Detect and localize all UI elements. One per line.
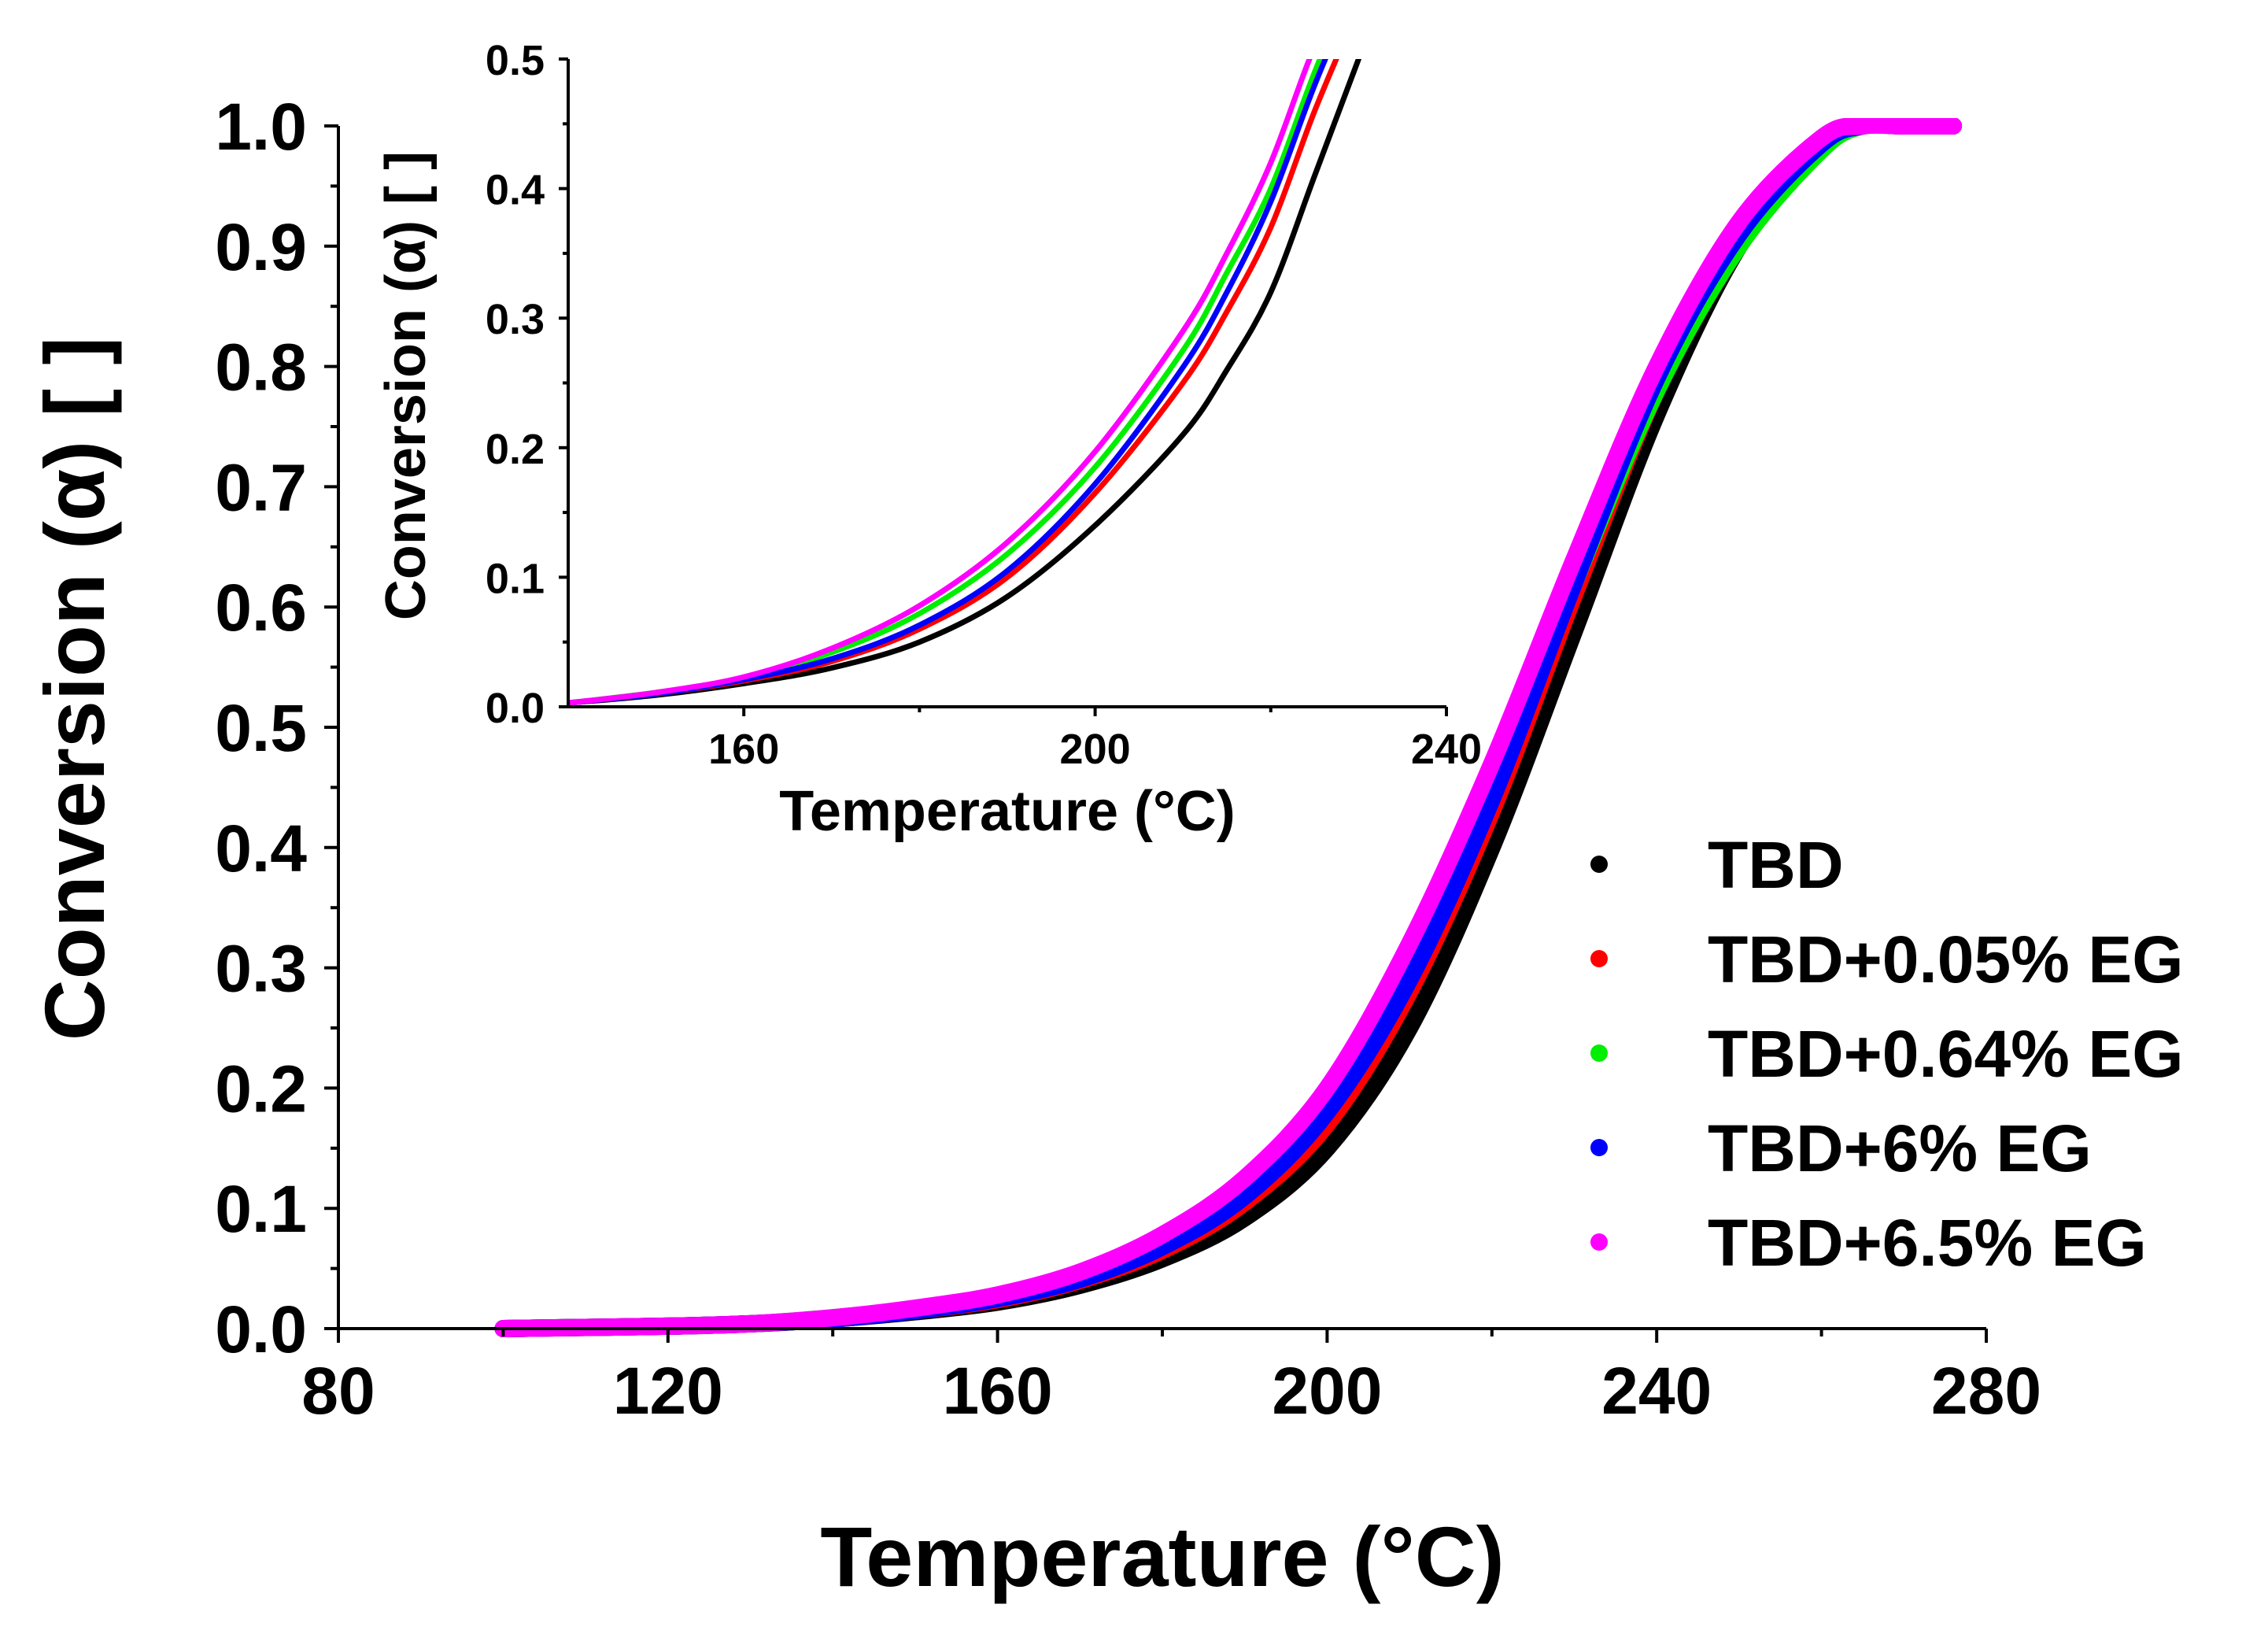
- main-y-tick-label: 0.5: [215, 691, 307, 765]
- inset-x-tick-labels: 160 200 240: [708, 726, 1482, 773]
- inset-y-tick-label: 0.0: [486, 685, 545, 732]
- main-y-tick-label: 1.0: [215, 90, 307, 164]
- main-y-tick-label: 0.2: [215, 1052, 307, 1126]
- inset-y-axis-label: Conversion (α) [ ]: [375, 151, 438, 620]
- main-x-axis-label: Temperature (°C): [820, 1509, 1504, 1604]
- legend: TBD TBD+0.05% EG TBD+0.64% EG TBD+6% EG TBD+…: [1590, 828, 2184, 1280]
- inset-x-tick-label: 240: [1411, 726, 1482, 773]
- legend-label-1: TBD+0.05% EG: [1708, 922, 2184, 996]
- legend-marker-1: [1590, 950, 1608, 967]
- legend-label-0: TBD: [1708, 828, 1844, 902]
- legend-label-2: TBD+0.64% EG: [1708, 1017, 2184, 1091]
- main-x-tick-label: 120: [613, 1354, 723, 1428]
- main-y-tick-label: 0.3: [215, 932, 307, 1006]
- main-series-group: [494, 118, 1963, 1337]
- legend-marker-2: [1590, 1044, 1608, 1062]
- main-x-tick-labels: 80 120 160 200 240 280: [301, 1354, 2041, 1428]
- inset-y-tick-label: 0.2: [486, 426, 545, 473]
- legend-label-3: TBD+6% EG: [1708, 1111, 2092, 1185]
- main-ticks: [324, 124, 1988, 1343]
- main-x-tick-label: 80: [301, 1354, 375, 1428]
- inset-y-tick-label: 0.5: [486, 37, 545, 84]
- inset-y-tick-labels: 0.0 0.1 0.2 0.3 0.4 0.5: [486, 37, 545, 732]
- inset-y-tick-label: 0.1: [486, 555, 545, 602]
- main-x-tick-label: 240: [1601, 1354, 1712, 1428]
- main-y-tick-label: 0.8: [215, 331, 307, 405]
- main-x-tick-label: 160: [943, 1354, 1053, 1428]
- main-series-line-4: [494, 118, 1963, 1337]
- inset-y-tick-label: 0.3: [486, 296, 545, 343]
- main-y-tick-label: 0.6: [215, 571, 307, 645]
- inset-y-tick-label: 0.4: [486, 167, 545, 214]
- main-y-tick-label: 0.1: [215, 1172, 307, 1246]
- inset-x-axis-label: Temperature (°C): [779, 780, 1236, 843]
- main-y-tick-labels: 0.0 0.1 0.2 0.3 0.4 0.5 0.6 0.7 0.8 0.9 1.0: [215, 90, 307, 1366]
- main-y-tick-label: 0.9: [215, 210, 307, 284]
- inset-chart: 160 200 240 0.0 0.1 0.2 0.3 0.4 0.5 Temperature…: [375, 37, 1482, 843]
- inset-x-tick-label: 200: [1060, 726, 1131, 773]
- legend-marker-4: [1590, 1233, 1608, 1251]
- main-y-tick-label: 0.7: [215, 450, 307, 524]
- inset-series-line-4: [567, 59, 1313, 706]
- main-y-axis-label: Conversion (α) [ ]: [27, 337, 122, 1041]
- main-y-tick-label: 0.4: [215, 811, 307, 885]
- main-x-tick-label: 200: [1272, 1354, 1382, 1428]
- legend-marker-0: [1590, 856, 1608, 873]
- main-chart: 80 120 160 200 240 280 0.00.10.20.30.40.50.60…: [27, 90, 2041, 1604]
- legend-label-4: TBD+6.5% EG: [1708, 1206, 2147, 1280]
- inset-series-group: [567, 59, 1361, 706]
- inset-ticks: [559, 57, 1448, 716]
- main-y-tick-label: 0.0: [215, 1292, 307, 1366]
- legend-marker-3: [1590, 1139, 1608, 1156]
- inset-x-tick-label: 160: [708, 726, 779, 773]
- main-x-tick-label: 280: [1931, 1354, 2041, 1428]
